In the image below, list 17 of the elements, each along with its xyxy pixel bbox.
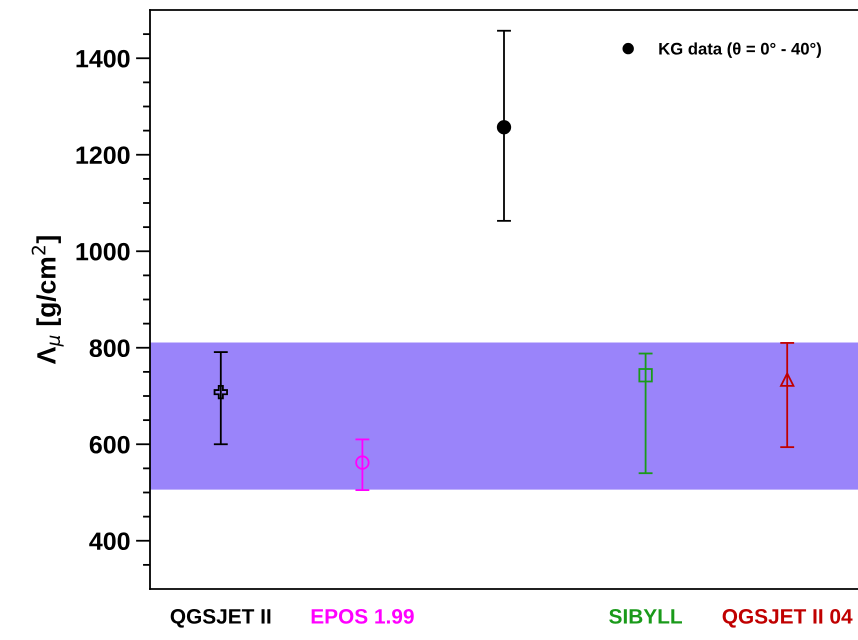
- y-axis-title: Λ$_{μ}$ [g/cm$^{2}$]: [32, 236, 64, 364]
- point: [214, 384, 228, 400]
- point: [355, 455, 370, 470]
- y-tick-label: 1000: [76, 242, 130, 261]
- y-tick-label: 400: [89, 532, 130, 550]
- point: [638, 368, 653, 382]
- x-tick-label: EPOS 1.99: [312, 608, 414, 624]
- x-tick-label: SIBYLL: [609, 608, 682, 624]
- point: [496, 120, 512, 134]
- y-tick-label: 800: [90, 339, 130, 358]
- legend-label: KG data (θ = 0° - 40°): [659, 42, 821, 58]
- point: [780, 372, 794, 387]
- x-tick-label: QGSJET II: [170, 608, 270, 628]
- y-tick-label: 600: [90, 436, 130, 454]
- y-tick-label: 1200: [76, 146, 130, 164]
- x-tick-label: QGSJET II 04: [722, 608, 853, 628]
- y-tick-label: 1400: [76, 50, 130, 68]
